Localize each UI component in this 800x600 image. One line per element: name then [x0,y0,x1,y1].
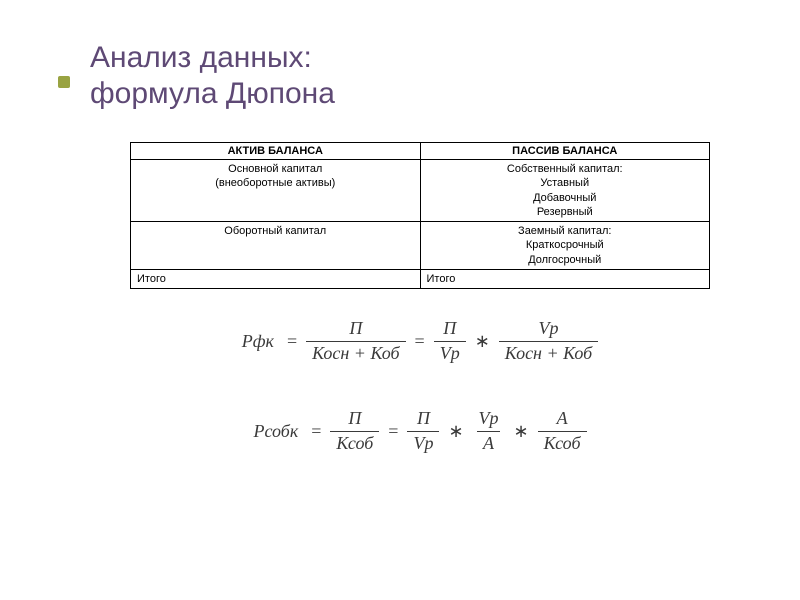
slide: Анализ данных: формула Дюпона АКТИВ БАЛА… [0,0,800,600]
cell-text: Оборотный капитал [137,224,414,238]
fraction: П Косн + Коб [306,319,405,364]
balance-table-wrap: АКТИВ БАЛАНСА ПАССИВ БАЛАНСА Основной ка… [90,142,750,289]
numerator: П [343,319,368,341]
equals-sign: = [311,421,321,442]
cell-text: Заемный капитал: [427,224,704,238]
header-right: ПАССИВ БАЛАНСА [420,143,710,160]
formulas-block: Рфк = П Косн + Коб = П Vр ∗ Vр Косн + Ко… [90,319,750,453]
table-header-row: АКТИВ БАЛАНСА ПАССИВ БАЛАНСА [131,143,710,160]
cell-right: Собственный капитал: Уставный Добавочный… [420,160,710,222]
cell-text: Добавочный [427,191,704,205]
fraction: П Vр [434,319,466,364]
denominator: Косн + Коб [499,341,598,364]
denominator: Vр [407,431,439,454]
cell-text: Собственный капитал: [427,162,704,176]
fraction: П Ксоб [330,409,379,454]
cell-text: Уставный [427,176,704,190]
formula-2: Рсобк = П Ксоб = П Vр ∗ Vр А ∗ А Ксоб [253,409,586,454]
cell-text: Резервный [427,205,704,219]
numerator: Vр [473,409,505,431]
multiply-sign: ∗ [448,421,463,442]
table-row: Основной капитал (внеоборотные активы) С… [131,160,710,222]
denominator: Ксоб [330,431,379,454]
equals-sign: = [415,331,425,352]
cell-text: Итого [427,272,704,286]
fraction: А Ксоб [538,409,587,454]
cell-text: Основной капитал [137,162,414,176]
cell-left: Итого [131,270,421,289]
cell-text: (внеоборотные активы) [137,176,414,190]
cell-right: Итого [420,270,710,289]
equals-sign: = [388,421,398,442]
numerator: А [551,409,574,431]
denominator: Косн + Коб [306,341,405,364]
formula-lhs: Рсобк [253,421,298,442]
fraction: П Vр [407,409,439,454]
numerator: П [437,319,462,341]
table-row: Итого Итого [131,270,710,289]
multiply-sign: ∗ [514,421,529,442]
cell-text: Долгосрочный [427,253,704,267]
formula-lhs: Рфк [242,331,274,352]
equals-sign: = [287,331,297,352]
multiply-sign: ∗ [475,331,490,352]
numerator: П [342,409,367,431]
denominator: Ксоб [538,431,587,454]
cell-right: Заемный капитал: Краткосрочный Долгосроч… [420,222,710,270]
numerator: Vр [533,319,565,341]
fraction: Vр Косн + Коб [499,319,598,364]
cell-text: Краткосрочный [427,238,704,252]
cell-left: Основной капитал (внеоборотные активы) [131,160,421,222]
table-row: Оборотный капитал Заемный капитал: Кратк… [131,222,710,270]
numerator: П [411,409,436,431]
fraction: Vр А [473,409,505,454]
title-line-2: формула Дюпона [90,76,750,112]
denominator: А [477,431,500,454]
cell-text: Итого [137,272,414,286]
denominator: Vр [434,341,466,364]
title-line-1: Анализ данных: [90,40,750,76]
formula-1: Рфк = П Косн + Коб = П Vр ∗ Vр Косн + Ко… [242,319,598,364]
balance-table: АКТИВ БАЛАНСА ПАССИВ БАЛАНСА Основной ка… [130,142,710,289]
header-left: АКТИВ БАЛАНСА [131,143,421,160]
title-bullet-icon [58,76,70,88]
slide-title: Анализ данных: формула Дюпона [90,40,750,112]
cell-left: Оборотный капитал [131,222,421,270]
